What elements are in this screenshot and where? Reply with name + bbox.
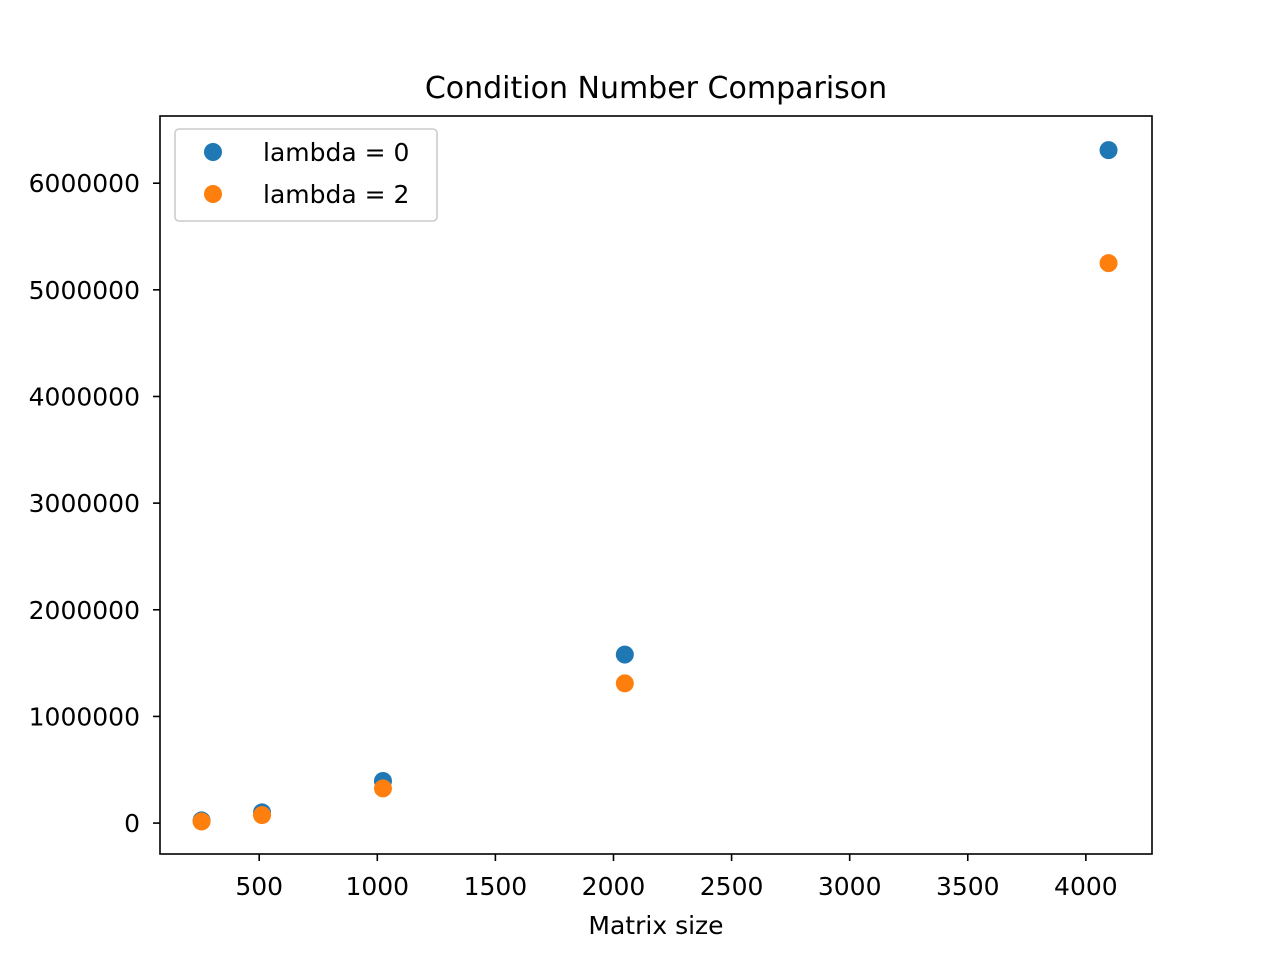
- data-point-series-0-4: [1099, 141, 1118, 160]
- legend-marker-lambda-2: [204, 185, 222, 203]
- y-tick-label: 4000000: [29, 382, 140, 411]
- x-tick-label: 2000: [582, 872, 646, 901]
- x-tick-label: 1500: [464, 872, 528, 901]
- data-point-series-0-3: [615, 645, 634, 664]
- legend-box: [174, 128, 438, 222]
- data-point-series-1-4: [1099, 254, 1118, 273]
- x-axis: 500 1000 1500 2000 2500 3000 3500 4000: [235, 854, 1118, 901]
- data-point-series-1-3: [615, 674, 634, 693]
- chart-title: Condition Number Comparison: [425, 71, 887, 106]
- y-tick-label: 3000000: [29, 489, 140, 518]
- x-tick-label: 2500: [700, 872, 764, 901]
- data-point-series-1-2: [373, 779, 392, 798]
- y-tick-label: 6000000: [29, 169, 140, 198]
- x-tick-label: 3000: [818, 872, 882, 901]
- y-tick-label: 2000000: [29, 596, 140, 625]
- legend: lambda = 0 lambda = 2: [174, 128, 438, 222]
- x-tick-label: 4000: [1054, 872, 1118, 901]
- data-point-series-1-0: [192, 812, 211, 831]
- y-tick-label: 1000000: [29, 702, 140, 731]
- legend-marker-lambda-0: [204, 143, 222, 161]
- data-point-series-1-1: [253, 806, 272, 825]
- x-axis-title: Matrix size: [588, 911, 723, 940]
- x-tick-label: 3500: [936, 872, 1000, 901]
- y-axis: 0 1000000 2000000 3000000 4000000 5000000 6000…: [29, 169, 160, 838]
- data-points: [192, 141, 1118, 831]
- legend-label-lambda-0: lambda = 0: [263, 138, 409, 167]
- plot-frame: [159, 115, 1153, 855]
- x-tick-label: 500: [235, 872, 283, 901]
- y-tick-label: 5000000: [29, 276, 140, 305]
- x-tick-label: 1000: [345, 872, 409, 901]
- y-tick-label: 0: [124, 809, 140, 838]
- legend-label-lambda-2: lambda = 2: [263, 180, 409, 209]
